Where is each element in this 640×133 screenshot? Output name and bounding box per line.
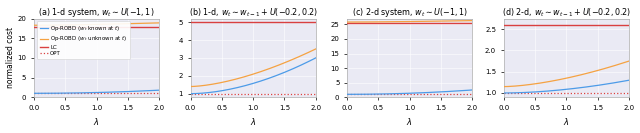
Title: (d) 2-d, $w_t \sim w_{t-1} + U(-0.2, 0.2)$: (d) 2-d, $w_t \sim w_{t-1} + U(-0.2, 0.2… bbox=[502, 6, 631, 19]
X-axis label: $\lambda$: $\lambda$ bbox=[563, 117, 570, 127]
Y-axis label: normalized cost: normalized cost bbox=[6, 27, 15, 88]
X-axis label: $\lambda$: $\lambda$ bbox=[93, 117, 100, 127]
X-axis label: $\lambda$: $\lambda$ bbox=[406, 117, 413, 127]
Title: (c) 2-d system, $w_t \sim U(-1, 1)$: (c) 2-d system, $w_t \sim U(-1, 1)$ bbox=[352, 6, 468, 19]
X-axis label: $\lambda$: $\lambda$ bbox=[250, 117, 257, 127]
Legend: Op-ROBD ($w_t$ known at $t$), Op-ROBD ($w_t$ unknown at $t$), LC, OPT: Op-ROBD ($w_t$ known at $t$), Op-ROBD ($… bbox=[36, 21, 131, 59]
Title: (a) 1-d system, $w_t \sim U(-1, 1)$: (a) 1-d system, $w_t \sim U(-1, 1)$ bbox=[38, 6, 155, 19]
Title: (b) 1-d, $w_t \sim w_{t-1} + U(-0.2, 0.2)$: (b) 1-d, $w_t \sim w_{t-1} + U(-0.2, 0.2… bbox=[189, 6, 317, 19]
